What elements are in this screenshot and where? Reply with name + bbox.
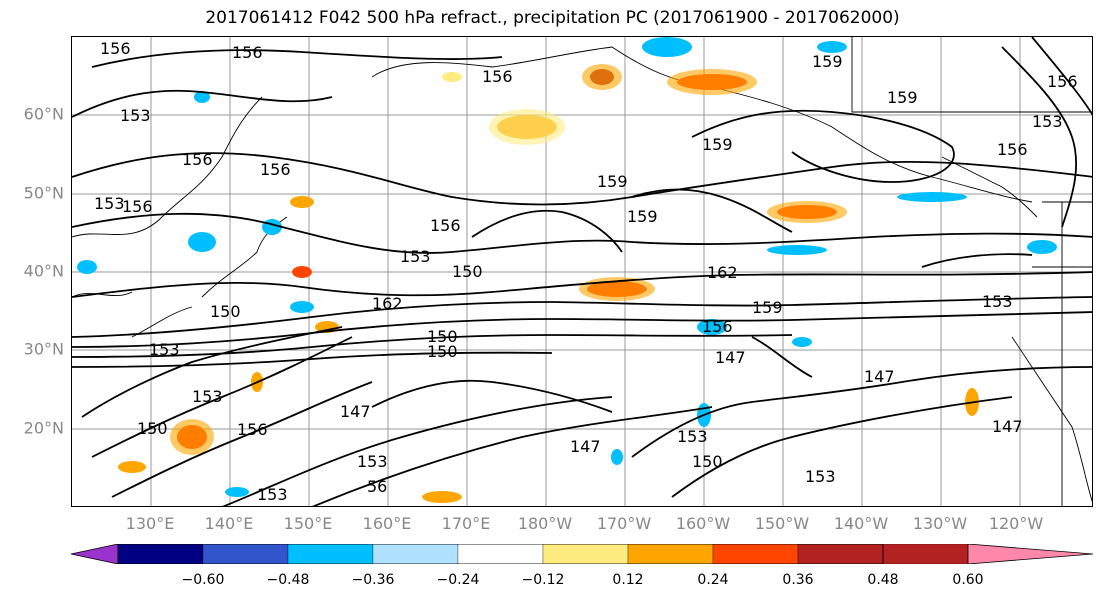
contour-label: 156 [100,39,131,58]
contour-label: 153 [149,340,180,359]
colorbar-tick: 0.12 [612,572,644,588]
lon-label: 170°W [596,514,652,533]
colorbar-segment [287,544,374,564]
contour-label: 153 [357,452,388,471]
map-plot-area[interactable]: 156 156 156 159 156 159 153 156 159 156 … [71,36,1093,507]
lon-label: 170°E [441,514,491,533]
contour-label: 153 [982,292,1013,311]
contour-label: 150 [210,302,241,321]
contour-label: 150 [137,419,168,438]
contour-label: 56 [367,477,387,496]
colorbar-segment [627,544,714,564]
lat-label-20n: 20°N [23,418,64,438]
contour-label: 156 [182,150,213,169]
colorbar-segment [117,544,204,564]
lon-label: 130°W [912,514,968,533]
colorbar-tick: 0.24 [697,572,729,588]
refractivity-contours [72,37,1092,506]
contour-label: 159 [627,207,658,226]
lat-label-50n: 50°N [23,183,64,203]
colorbar-tick: 0.60 [952,572,984,588]
colorbar-segment [542,544,629,564]
contour-label: 159 [702,135,733,154]
contour-label: 147 [864,367,895,386]
contour-label: 156 [232,43,263,62]
colorbar-extend-left [70,544,119,564]
lon-label: 160°E [362,514,412,533]
colorbar-segment [797,544,884,564]
contour-label: 156 [260,160,291,179]
contour-label: 156 [482,67,513,86]
lat-label-30n: 30°N [23,339,64,359]
contour-label: 153 [257,485,288,504]
contour-label: 162 [372,294,403,313]
contour-label: 162 [707,263,738,282]
colorbar-tick: −0.24 [436,572,480,588]
contour-label: 147 [992,417,1023,436]
contour-label: 159 [812,52,843,71]
contour-label: 153 [400,247,431,266]
contour-label: 147 [340,402,371,421]
contour-label: 147 [715,348,746,367]
contour-label: 147 [570,437,601,456]
contour-label: 156 [702,317,733,336]
colorbar-segment [372,544,459,564]
lon-label: 120°W [988,514,1044,533]
lon-label: 140°W [833,514,889,533]
contour-label: 156 [430,216,461,235]
lon-label: 140°E [204,514,254,533]
colorbar-segment [202,544,289,564]
colorbar-tick: 0.36 [782,572,814,588]
lat-label-40n: 40°N [23,261,64,281]
contour-label: 150 [427,342,458,361]
colorbar-segment [712,544,799,564]
contour-label: 156 [997,140,1028,159]
colorbar-segment [457,544,544,564]
lat-label-60n: 60°N [23,104,64,124]
contour-label: 159 [597,172,628,191]
colorbar-extend-right [882,544,969,564]
contour-label: 153 [120,106,151,125]
contour-label: 156 [237,420,268,439]
contour-label: 153 [94,194,125,213]
contour-label: 153 [805,467,836,486]
colorbar-tick: 0.48 [867,572,899,588]
contour-label: 156 [122,197,153,216]
contour-label: 159 [887,88,918,107]
colorbar-tick: −0.60 [181,572,225,588]
contour-label-group: 156 156 156 159 156 159 153 156 159 156 … [94,39,1078,504]
coastlines [72,37,1092,506]
contour-label: 159 [752,298,783,317]
colorbar-extend-right-tip [967,544,1094,564]
lon-label: 180°W [517,514,573,533]
colorbar-tick: −0.48 [266,572,310,588]
lon-label: 130°E [125,514,175,533]
contour-label: 153 [677,427,708,446]
lon-label: 160°W [675,514,731,533]
colorbar-tick: −0.12 [521,572,565,588]
lon-label: 150°E [283,514,333,533]
map-canvas: 156 156 156 159 156 159 153 156 159 156 … [72,37,1092,506]
map-title: 2017061412 F042 500 hPa refract., precip… [205,8,900,28]
contour-label: 150 [427,327,458,346]
colorbar-tick: −0.36 [351,572,395,588]
contour-label: 150 [692,452,723,471]
colorbar [70,544,1094,564]
contour-label: 153 [192,387,223,406]
contour-label: 156 [1047,72,1078,91]
contour-label: 153 [1032,112,1063,131]
lon-label: 150°W [754,514,810,533]
contour-label: 150 [452,262,483,281]
